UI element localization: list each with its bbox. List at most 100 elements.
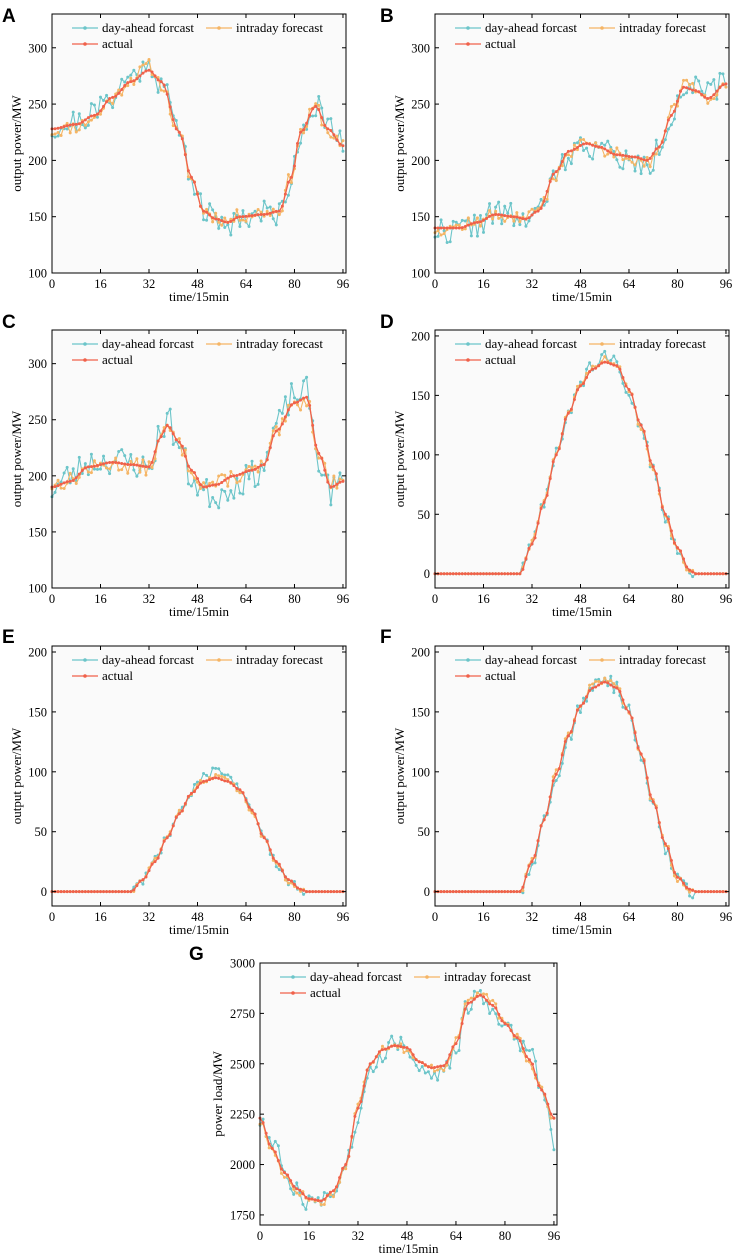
data-point [338,142,342,146]
data-point [621,158,625,162]
data-point [286,1173,290,1177]
data-point [214,773,218,777]
data-point [423,1063,427,1067]
data-point [463,227,467,231]
data-point [86,123,90,127]
data-point [630,393,634,397]
data-point [111,106,115,110]
data-point [132,68,136,72]
data-point [299,127,303,131]
x-tick-label: 48 [401,1229,414,1243]
data-point [545,493,549,497]
data-point [241,492,245,496]
data-point [609,679,613,683]
data-point [256,213,260,217]
legend: day-ahead forcast intraday forecast actual [72,20,323,51]
data-point [582,696,586,700]
data-point [195,785,199,789]
chart-panel-d: D 0 16 32 48 64 80 96 0 50 100 150 200 time/15min outp… [380,312,732,619]
data-point [359,1106,363,1110]
x-tick-label: 64 [623,592,636,606]
data-point [328,1190,332,1194]
data-point [491,998,495,1002]
data-point [114,461,118,465]
data-point [244,463,248,467]
data-point [241,215,245,219]
data-point [308,890,312,894]
data-point [603,147,607,151]
data-point [265,209,269,213]
y-tick-label: 150 [28,705,47,719]
data-point [560,432,564,436]
data-point [691,91,695,95]
data-point [612,354,616,358]
data-point [509,1029,513,1033]
data-point [600,141,604,145]
data-point [338,471,342,475]
data-point [715,93,719,97]
legend: day-ahead forcast intraday forecast actual [72,652,323,683]
x-tick-label: 64 [240,910,253,924]
data-point [460,226,464,230]
data-point [226,484,230,488]
data-point [515,572,519,576]
data-point [615,686,619,690]
data-point [89,102,93,106]
data-point [721,890,725,894]
data-point [603,360,607,364]
data-point [202,772,206,776]
data-point [292,1184,296,1188]
data-point [697,572,701,576]
data-point [645,156,649,160]
data-point [256,470,260,474]
data-point [697,79,701,83]
data-point [156,856,160,860]
data-point [120,77,124,81]
data-point [582,381,586,385]
data-point [549,1116,553,1120]
data-point [706,81,710,85]
data-point [454,1042,458,1046]
data-point [232,474,236,478]
data-point [429,1063,433,1067]
data-point [475,216,479,220]
data-point [86,473,90,477]
data-point [244,219,248,223]
data-point [633,163,637,167]
data-point [141,455,145,459]
data-point [138,464,142,468]
legend-item-actual: actual [455,352,516,367]
data-point [232,218,236,222]
data-point [420,1064,424,1068]
data-point [648,459,652,463]
legend-item-day-ahead: day-ahead forcast [455,652,577,667]
legend-label: day-ahead forcast [102,336,194,351]
data-point [117,890,121,894]
data-point [700,572,704,576]
data-point [141,458,145,462]
data-point [98,467,102,471]
data-point [356,1102,360,1106]
y-tick-label: 2000 [230,1158,255,1172]
data-point [560,164,564,168]
data-point [129,73,133,77]
data-point [289,382,293,386]
data-point [494,1012,498,1016]
data-point [481,218,485,222]
data-point [439,572,443,576]
data-point [563,168,567,172]
data-point [262,468,266,472]
data-point [165,92,169,96]
data-point [494,212,498,216]
data-point [302,123,306,127]
data-point [630,160,634,164]
legend-marker [425,975,429,979]
x-tick-label: 32 [143,910,156,924]
legend-marker [466,342,470,346]
data-point [83,126,87,130]
data-point [202,488,206,492]
data-point [433,1066,437,1069]
data-point [353,1130,357,1134]
data-point [180,444,184,448]
x-axis-label: time/15min [169,289,229,304]
